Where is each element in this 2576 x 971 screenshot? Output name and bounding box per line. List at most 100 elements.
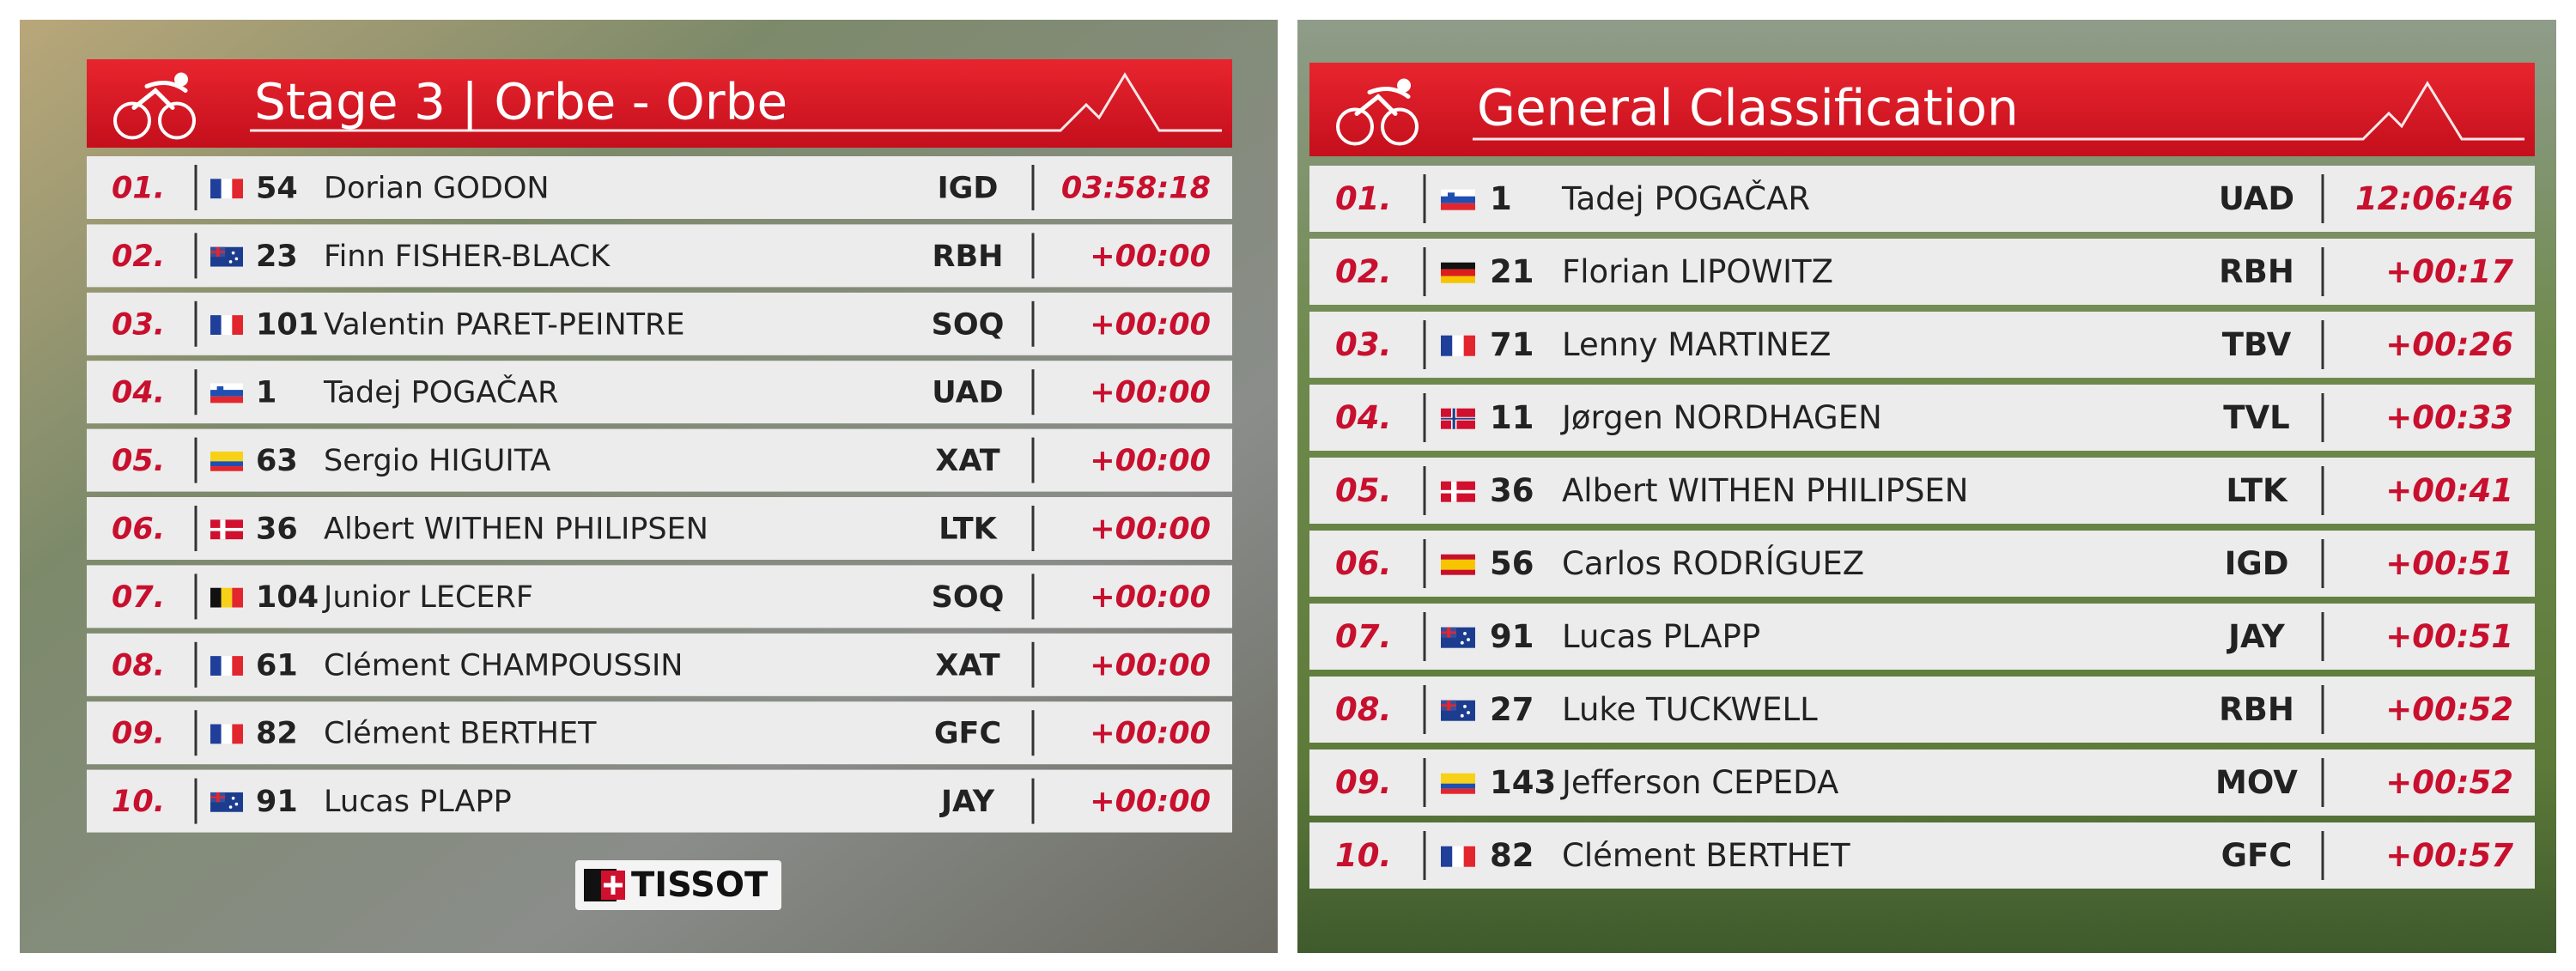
- flag-part: [221, 315, 233, 335]
- flag-part: [216, 246, 220, 258]
- time: 03:58:18: [1061, 172, 1211, 206]
- flag-star: [1463, 631, 1467, 635]
- flag-part: [1441, 196, 1475, 203]
- team: UAD: [932, 376, 1003, 410]
- name: Florian LIPOWITZ: [1562, 253, 1833, 290]
- bib: 143: [1490, 764, 1556, 801]
- flag-star: [231, 251, 235, 255]
- time: +00:33: [2385, 399, 2513, 436]
- name: Lucas PLAPP: [324, 785, 512, 819]
- rank: 05.: [1335, 472, 1392, 509]
- time: 12:06:46: [2355, 180, 2513, 217]
- team: MOV: [2215, 764, 2298, 801]
- result-row: [1309, 166, 2535, 232]
- bib: 56: [1490, 545, 1534, 582]
- bib: 1: [256, 376, 276, 410]
- icon-wheel: [113, 101, 151, 140]
- rank: 05.: [112, 444, 165, 478]
- team: TBV: [2222, 326, 2292, 363]
- name: Jefferson CEPEDA: [1560, 764, 1838, 801]
- flag-star: [1467, 638, 1470, 642]
- rank: 01.: [1335, 180, 1392, 217]
- bib: 104: [256, 580, 319, 615]
- result-row: [87, 633, 1232, 696]
- result-row: [87, 497, 1232, 560]
- flag-star: [1463, 704, 1467, 708]
- name: Albert WITHEN PHILIPSEN: [324, 513, 708, 547]
- rank: 08.: [1335, 691, 1392, 728]
- flag-part: [1452, 846, 1464, 867]
- rank: 06.: [112, 513, 165, 547]
- team: RBH: [2219, 253, 2294, 290]
- bib: 63: [256, 444, 298, 478]
- flag-part: [1441, 276, 1475, 283]
- flag-star: [234, 802, 239, 806]
- name: Junior LECERF: [322, 580, 533, 615]
- flag-star: [1460, 640, 1464, 645]
- time: +00:52: [2385, 764, 2513, 801]
- flag-part: [1441, 262, 1475, 270]
- time: +00:52: [2385, 691, 2513, 728]
- logo-cross-white: [604, 876, 623, 895]
- flag-star: [234, 257, 239, 261]
- flag-part: [1441, 189, 1475, 197]
- name: Tadej POGAČAR: [323, 374, 558, 410]
- flag-part: [1441, 489, 1475, 494]
- team: SOQ: [932, 580, 1005, 615]
- flag-part: [210, 656, 222, 676]
- rank: 08.: [112, 648, 165, 683]
- time: +00:51: [2385, 545, 2513, 582]
- flag-part: [221, 656, 233, 676]
- time: +00:00: [1090, 444, 1211, 478]
- time: +00:00: [1090, 513, 1211, 547]
- name: Albert WITHEN PHILIPSEN: [1562, 472, 1968, 509]
- result-row: [87, 428, 1232, 492]
- flag-part: [232, 179, 243, 199]
- time: +00:57: [2385, 837, 2513, 874]
- bib: 82: [1490, 837, 1534, 874]
- flag-part: [1463, 335, 1475, 356]
- team: IGD: [2225, 545, 2289, 582]
- time: +00:00: [1090, 648, 1211, 683]
- flag-star: [228, 805, 233, 809]
- result-row: [87, 224, 1232, 288]
- icon-head: [174, 72, 188, 87]
- panel-title: General Classification: [1477, 79, 2019, 137]
- time: +00:00: [1090, 376, 1211, 410]
- rank: 09.: [112, 717, 165, 751]
- result-row: [87, 361, 1232, 424]
- flag-part: [1452, 335, 1464, 356]
- icon-rider: [131, 81, 188, 110]
- flag-part: [1441, 269, 1475, 276]
- rank: 01.: [112, 172, 165, 206]
- flag-part: [232, 315, 243, 335]
- icon-head: [1397, 78, 1411, 93]
- rank: 09.: [1335, 764, 1392, 801]
- bib: 91: [1490, 618, 1534, 655]
- bib: 21: [1490, 253, 1534, 290]
- time: +00:00: [1090, 717, 1211, 751]
- flag-part: [1441, 335, 1453, 356]
- rank: 07.: [112, 580, 165, 615]
- result-row: [1309, 531, 2535, 597]
- flag-part: [1441, 788, 1475, 794]
- bib: 71: [1490, 326, 1534, 363]
- result-row: [1309, 458, 2535, 524]
- icon-wheel: [158, 101, 196, 140]
- time: +00:00: [1090, 580, 1211, 615]
- flag-part: [1441, 559, 1475, 570]
- bib: 91: [256, 785, 298, 819]
- rank: 02.: [1335, 253, 1392, 290]
- flag-part: [1441, 783, 1475, 789]
- name: Lucas PLAPP: [1562, 618, 1760, 655]
- icon-wheel: [1381, 107, 1419, 146]
- rank: 10.: [112, 785, 165, 819]
- mountain-icon: [1473, 81, 2524, 141]
- name: Finn FISHER-BLACK: [324, 240, 611, 274]
- result-row: [1309, 312, 2535, 378]
- result-row: [87, 292, 1232, 355]
- bib: 1: [1490, 180, 1512, 217]
- time: +00:51: [2385, 618, 2513, 655]
- rank: 02.: [112, 240, 165, 274]
